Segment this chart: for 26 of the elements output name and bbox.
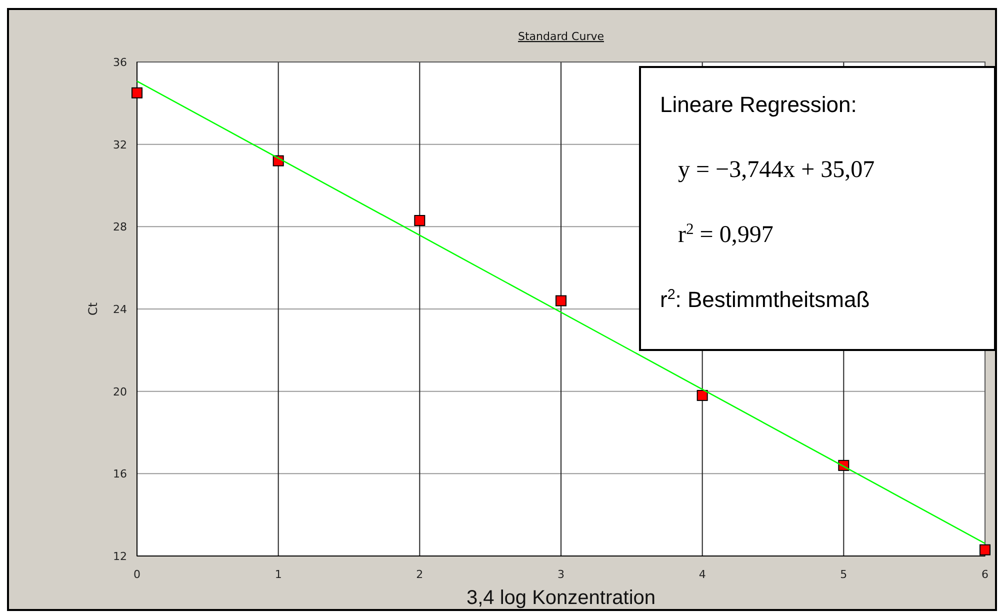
y-axis-title: Ct (86, 302, 100, 316)
point (556, 295, 566, 306)
annotation: y = −3,744x + 35,07 (678, 157, 875, 183)
x-tick-label: 6 (982, 568, 988, 581)
point (414, 214, 426, 226)
x-axis-title: 3,4 log Konzentration (466, 587, 656, 609)
y-tick-label: 24 (113, 303, 127, 316)
y-tick-label: 28 (113, 220, 127, 234)
y-tick-label: 12 (113, 550, 127, 563)
x-tick-label: 5 (840, 568, 848, 581)
x-tick-label: 3 (558, 568, 564, 581)
x-tick-label: 2 (416, 568, 424, 581)
point (980, 544, 990, 556)
annotation: r$^{2}$ = 0,997 (678, 220, 774, 248)
chart-title: Standard Curve (518, 30, 604, 43)
annotation: Lineare Regression: (660, 92, 857, 117)
y-tick-label: 16 (113, 468, 127, 481)
y-tick-label: 36 (113, 56, 127, 69)
x-tick-label: 0 (134, 568, 140, 581)
x-tick-label: 1 (274, 568, 282, 581)
y-tick-label: 32 (113, 138, 127, 152)
y-tick-label: 20 (113, 385, 127, 398)
x-tick-label: 4 (698, 568, 706, 581)
point (132, 87, 142, 98)
point (696, 390, 708, 401)
annotation: r$^{2}$: Bestimmtheitsmaß (660, 287, 870, 312)
